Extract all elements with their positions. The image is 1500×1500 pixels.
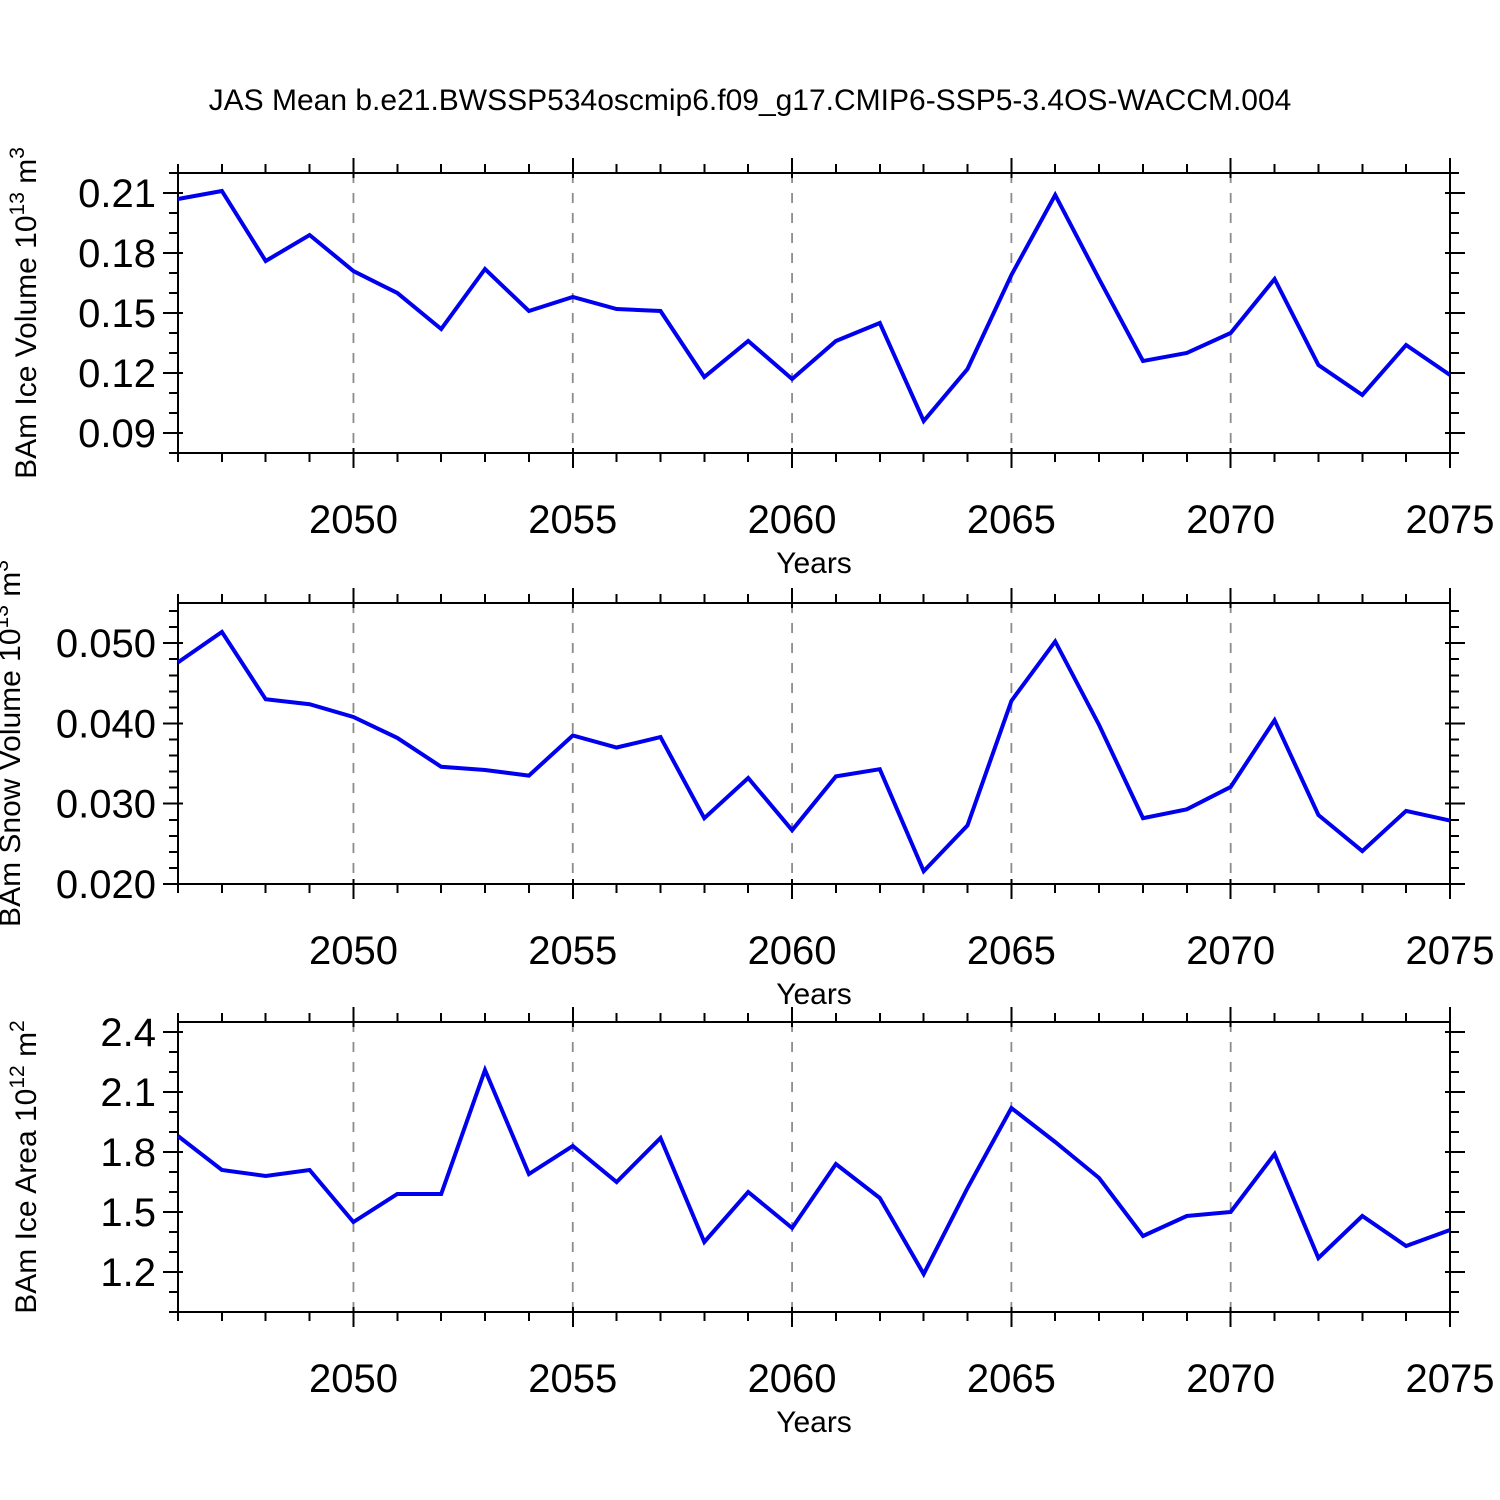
y-tick-label: 1.2 <box>100 1251 156 1295</box>
y-tick-label: 0.12 <box>78 352 156 396</box>
y-tick-label: 2.4 <box>100 1011 156 1055</box>
y-axis-title: BAm Ice Area 1012 m2 <box>6 1020 43 1314</box>
x-tick-label: 2070 <box>1186 1357 1275 1401</box>
panel-snow-volume: 2050 2055 2060 2065 2070 2075 Years 0.020 0.030 0… <box>0 560 1494 1011</box>
y-tick-label: 2.1 <box>100 1071 156 1115</box>
y-tick-label: 0.040 <box>56 702 156 746</box>
x-tick-label: 2070 <box>1186 498 1275 542</box>
plot-frame <box>177 602 1451 885</box>
y-tick-label: 0.030 <box>56 783 156 827</box>
x-tick-label: 2075 <box>1406 1357 1495 1401</box>
x-tick-label: 2065 <box>967 929 1056 973</box>
panel-ice-area: 2050 2055 2060 2065 2070 2075 Years 1.2 1.5 1.8 2.… <box>6 1007 1494 1439</box>
panel-ice-volume: 2050 2055 2060 2065 2070 2075 Years 0.09 0.12 0.1… <box>6 147 1494 580</box>
chart-title: JAS Mean b.e21.BWSSP534oscmip6.f09_g17.C… <box>208 84 1292 117</box>
x-tick-label: 2060 <box>748 1357 837 1401</box>
y-tick-label: 1.8 <box>100 1131 156 1175</box>
x-tick-label: 2060 <box>748 498 837 542</box>
y-axis-title: BAm Ice Volume 1013 m3 <box>6 147 43 479</box>
y-tick-label: 0.21 <box>78 172 156 216</box>
x-tick-label: 2060 <box>748 929 837 973</box>
x-axis-title: Years <box>776 547 852 580</box>
y-tick-label: 0.15 <box>78 292 156 336</box>
x-tick-label: 2075 <box>1406 498 1495 542</box>
x-tick-label: 2070 <box>1186 929 1275 973</box>
data-line <box>177 188 1452 425</box>
plot-frame <box>177 172 1451 454</box>
x-tick-label: 2050 <box>309 498 398 542</box>
y-tick-label: 1.5 <box>100 1191 156 1235</box>
data-line <box>176 1064 1451 1279</box>
data-line <box>176 629 1451 875</box>
x-tick-label: 2050 <box>309 1357 398 1401</box>
plot-frame <box>177 1021 1451 1313</box>
y-tick-label: 0.18 <box>78 232 156 276</box>
x-tick-label: 2055 <box>528 929 617 973</box>
x-tick-label: 2075 <box>1406 929 1495 973</box>
x-tick-label: 2065 <box>967 1357 1056 1401</box>
x-tick-label: 2055 <box>528 1357 617 1401</box>
x-tick-label: 2055 <box>528 498 617 542</box>
x-axis-title: Years <box>776 978 852 1011</box>
y-tick-label: 0.020 <box>56 863 156 907</box>
y-axis-title: BAm Snow Volume 1013 m3 <box>0 560 27 927</box>
x-axis-title: Years <box>776 1406 852 1439</box>
x-tick-label: 2065 <box>967 498 1056 542</box>
x-tick-label: 2050 <box>309 929 398 973</box>
y-tick-label: 0.050 <box>56 622 156 666</box>
y-tick-label: 0.09 <box>78 412 156 456</box>
